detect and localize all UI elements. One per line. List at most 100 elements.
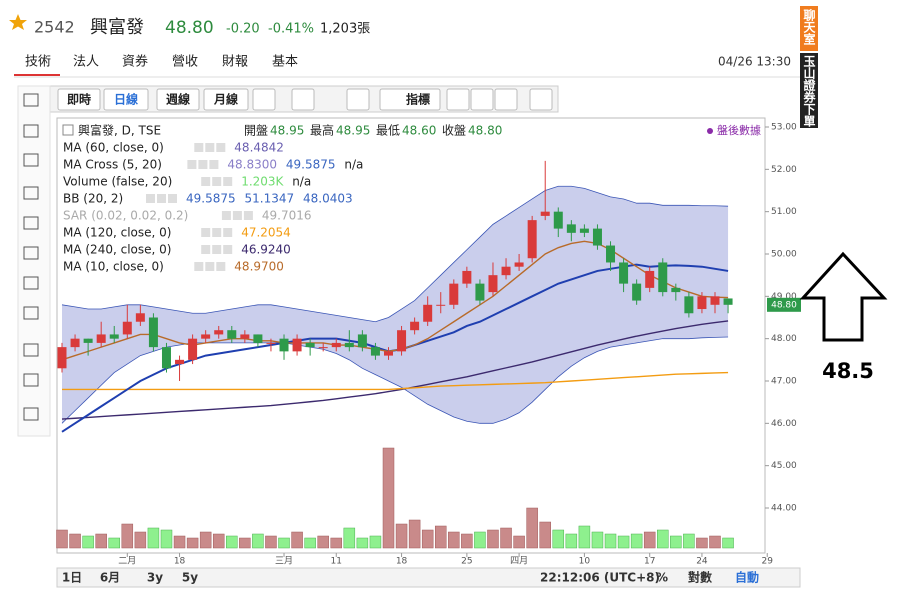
legend-control[interactable] [209, 160, 219, 169]
x-tick-label: 17 [644, 557, 655, 567]
toolbar-icon-button[interactable] [470, 88, 494, 111]
legend-control[interactable] [216, 262, 226, 271]
legend-control[interactable] [201, 245, 211, 254]
candle-body [70, 338, 80, 348]
bottom-bar [56, 567, 801, 588]
volume-bar [643, 531, 656, 549]
chat-box[interactable] [800, 6, 818, 51]
candle-body [527, 220, 537, 259]
legend-row-label: MA (60, close, 0) [63, 141, 164, 155]
candle-body [188, 338, 198, 360]
candle-body [645, 270, 655, 288]
legend-control[interactable] [146, 194, 155, 203]
legend-control[interactable] [243, 211, 253, 220]
toolbar-button[interactable] [156, 88, 200, 111]
legend-toggle[interactable] [62, 124, 74, 136]
candle-body [253, 334, 263, 343]
tab[interactable]: 基本 [272, 55, 298, 70]
legend-value: 48.9700 [234, 260, 284, 274]
volume-bar [134, 531, 147, 549]
legend-control[interactable] [212, 177, 222, 186]
legend-control[interactable] [168, 194, 177, 203]
tool-icon[interactable] [23, 153, 39, 167]
candle-body [553, 211, 563, 229]
legend-control[interactable] [223, 228, 233, 237]
volume-bar [604, 533, 617, 549]
candle-body [632, 283, 642, 301]
legend-control[interactable] [198, 160, 208, 169]
legend-control[interactable] [194, 262, 204, 271]
tab[interactable]: 營收 [172, 55, 198, 70]
change-pct: -0.41% [268, 22, 314, 37]
candle-body [619, 262, 629, 284]
tool-icon[interactable] [23, 373, 39, 387]
volume-bar [160, 529, 173, 549]
tool-icon[interactable] [23, 93, 39, 107]
legend-control[interactable] [216, 143, 226, 152]
x-tick-label: 三月 [275, 556, 293, 567]
legend-control[interactable] [232, 211, 242, 220]
auto-toggle[interactable]: 自動 [735, 570, 759, 585]
tab[interactable]: 財報 [222, 55, 248, 70]
legend-control[interactable] [212, 228, 222, 237]
legend-row-label: Volume (false, 20) [63, 175, 172, 189]
tool-icon[interactable] [23, 276, 39, 290]
legend-control[interactable] [223, 245, 233, 254]
volume-bar [709, 535, 721, 549]
legend-control[interactable] [187, 160, 197, 169]
legend-control[interactable] [201, 228, 211, 237]
tab[interactable]: 法人 [73, 55, 99, 70]
tool-icon[interactable] [23, 186, 39, 200]
order-box[interactable] [800, 53, 818, 128]
toolbar-button[interactable] [57, 88, 101, 111]
x-tick-label: 二月 [118, 556, 136, 567]
y-tick-label: 49.00 [771, 292, 797, 302]
range-button[interactable]: 1日 [62, 571, 82, 585]
candle-body [658, 262, 668, 293]
y-tick-label: 47.00 [771, 377, 797, 387]
legend-control[interactable] [194, 143, 204, 152]
legend-control[interactable] [212, 245, 222, 254]
tool-icon[interactable] [23, 407, 39, 421]
legend-value: 49.5875 [286, 158, 336, 172]
tool-icon[interactable] [23, 343, 39, 357]
tool-icon[interactable] [23, 216, 39, 230]
volume-bar [683, 533, 695, 549]
toolbar-button[interactable] [103, 88, 149, 111]
y-tick-label: 48.00 [771, 334, 797, 344]
legend-control[interactable] [221, 211, 231, 220]
tool-icon[interactable] [23, 246, 39, 260]
legend-control[interactable] [205, 143, 215, 152]
tab[interactable]: 技術 [25, 55, 51, 70]
toolbar-icon-button[interactable] [252, 88, 276, 111]
log-toggle[interactable]: 對數 [688, 570, 712, 585]
toolbar-icon-button[interactable] [291, 88, 315, 111]
change: -0.20 [226, 22, 260, 37]
ohlc-item: 最低 [376, 124, 400, 138]
tool-icon[interactable] [23, 124, 39, 138]
tool-icon[interactable] [23, 306, 39, 320]
volume-bar [448, 531, 460, 549]
range-button[interactable]: 6月 [100, 571, 120, 585]
tab[interactable]: 資券 [122, 54, 148, 70]
toolbar-button[interactable] [203, 88, 249, 111]
volume: 1,203張 [320, 22, 370, 37]
annotation-arrow [799, 251, 888, 342]
legend-control[interactable] [157, 194, 166, 203]
toolbar-label: 日線 [114, 92, 138, 107]
x-tick-label: 18 [396, 557, 408, 567]
legend-row-label: BB (20, 2) [63, 192, 123, 206]
range-button[interactable]: 5y [182, 571, 198, 585]
toolbar-icon-button[interactable] [494, 88, 518, 111]
legend-control[interactable] [223, 177, 233, 186]
toolbar-icon-button[interactable] [529, 88, 553, 111]
range-button[interactable]: 3y [147, 571, 163, 585]
legend-control[interactable] [205, 262, 215, 271]
toolbar-icon-button[interactable] [446, 88, 470, 111]
star-icon[interactable] [9, 14, 27, 30]
legend-control[interactable] [201, 177, 211, 186]
pct-toggle[interactable]: % [656, 571, 668, 585]
toolbar-icon-button[interactable] [346, 88, 370, 111]
candle-body [488, 275, 498, 293]
toolbar-button[interactable] [379, 88, 441, 111]
